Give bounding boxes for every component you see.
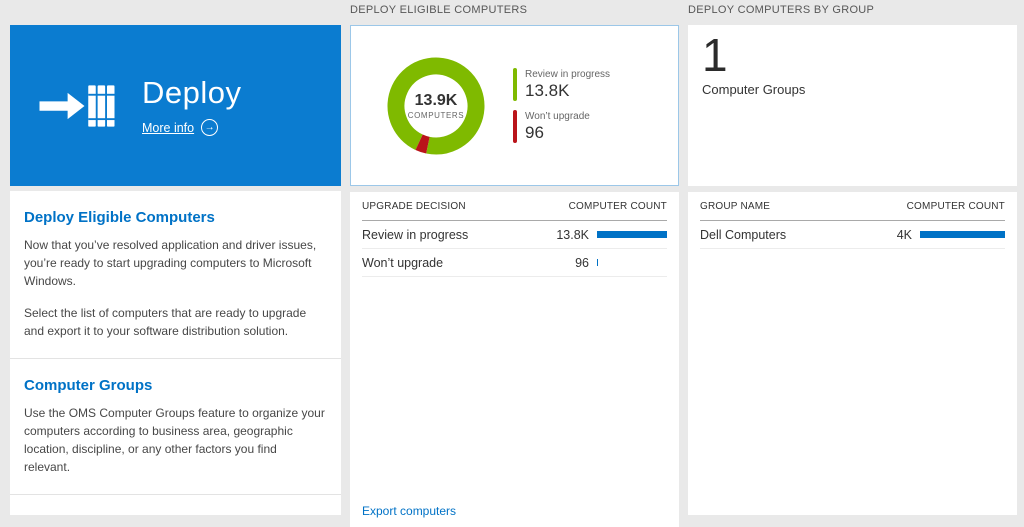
group-table: GROUP NAME COMPUTER COUNT Dell Computers… — [688, 192, 1017, 515]
row-label: Review in progress — [362, 227, 469, 242]
section-heading: Deploy Eligible Computers — [24, 209, 215, 226]
legend-item-wont-upgrade: Won’t upgrade 96 — [513, 110, 610, 143]
legend-label: Won’t upgrade — [525, 111, 590, 122]
table-row[interactable]: Review in progress 13.8K — [362, 221, 667, 249]
donut-chart[interactable] — [381, 51, 491, 161]
row-bar — [597, 231, 667, 238]
description-panel: Deploy Eligible Computers Now that you’v… — [10, 191, 341, 515]
row-value: 4K — [896, 227, 912, 242]
table-row[interactable]: Won’t upgrade 96 — [362, 249, 667, 277]
left-column: Deploy More info → Deploy Eligible Compu… — [10, 25, 341, 515]
group-count-label: Computer Groups — [702, 81, 806, 97]
export-computers-link[interactable]: Export computers — [362, 504, 457, 518]
deploy-tile[interactable]: Deploy More info → — [10, 25, 341, 186]
right-column: 1 Computer Groups GROUP NAME COMPUTER CO… — [688, 25, 1017, 515]
legend-item-review: Review in progress 13.8K — [513, 68, 610, 101]
group-count-value: 1 — [702, 29, 728, 81]
more-info-link[interactable]: More info — [142, 120, 195, 135]
row-bar — [920, 231, 1005, 238]
legend-value: 96 — [525, 123, 544, 142]
row-bar-track — [920, 231, 1005, 238]
right-column-header: DEPLOY COMPUTERS BY GROUP — [688, 4, 875, 16]
section-paragraph: Use the OMS Computer Groups feature to o… — [24, 406, 325, 474]
legend-color-bar — [513, 110, 517, 143]
section-paragraph: Now that you’ve resolved application and… — [24, 238, 317, 288]
more-info-arrow-icon[interactable]: → — [201, 119, 219, 136]
row-value: 13.8K — [556, 227, 589, 242]
computer-groups-card[interactable]: 1 Computer Groups — [688, 25, 1017, 186]
section-heading: Computer Groups — [24, 377, 153, 394]
column-header-group-name: GROUP NAME — [700, 200, 771, 212]
section-divider — [10, 494, 341, 495]
column-header-upgrade-decision: UPGRADE DECISION — [362, 200, 466, 212]
section-deploy-eligible: Deploy Eligible Computers Now that you’v… — [10, 191, 341, 358]
legend-label: Review in progress — [525, 69, 611, 80]
legend-value: 13.8K — [525, 81, 570, 100]
middle-column: 13.9K COMPUTERS Review in progress 13.8K… — [350, 25, 679, 527]
middle-column-header: DEPLOY ELIGIBLE COMPUTERS — [350, 4, 528, 16]
table-header-row: UPGRADE DECISION COMPUTER COUNT — [362, 192, 667, 221]
more-info-row: More info → — [142, 119, 242, 136]
section-divider — [10, 358, 341, 359]
row-bar-track — [597, 231, 667, 238]
row-label: Dell Computers — [700, 227, 787, 242]
table-header-row: GROUP NAME COMPUTER COUNT — [700, 192, 1005, 221]
section-computer-groups: Computer Groups Use the OMS Computer Gro… — [10, 359, 341, 494]
row-value: 96 — [575, 255, 589, 270]
column-header-computer-count: COMPUTER COUNT — [906, 200, 1005, 212]
donut-legend: Review in progress 13.8K Won’t upgrade 9… — [513, 68, 610, 143]
table-row[interactable]: Dell Computers 4K — [700, 221, 1005, 249]
deploy-arrow-books-icon — [39, 84, 115, 127]
legend-color-bar — [513, 68, 517, 101]
row-bar-track — [597, 259, 667, 266]
tile-title: Deploy — [142, 75, 242, 110]
column-header-computer-count: COMPUTER COUNT — [568, 200, 667, 212]
eligible-computers-card[interactable]: 13.9K COMPUTERS Review in progress 13.8K… — [350, 25, 679, 186]
row-label: Won’t upgrade — [362, 255, 444, 270]
tile-text: Deploy More info → — [142, 75, 242, 136]
section-paragraph: Select the list of computers that are re… — [24, 306, 307, 338]
row-bar — [597, 259, 599, 266]
donut-wrap: 13.9K COMPUTERS — [381, 51, 491, 161]
upgrade-decision-table: UPGRADE DECISION COMPUTER COUNT Review i… — [350, 192, 679, 527]
